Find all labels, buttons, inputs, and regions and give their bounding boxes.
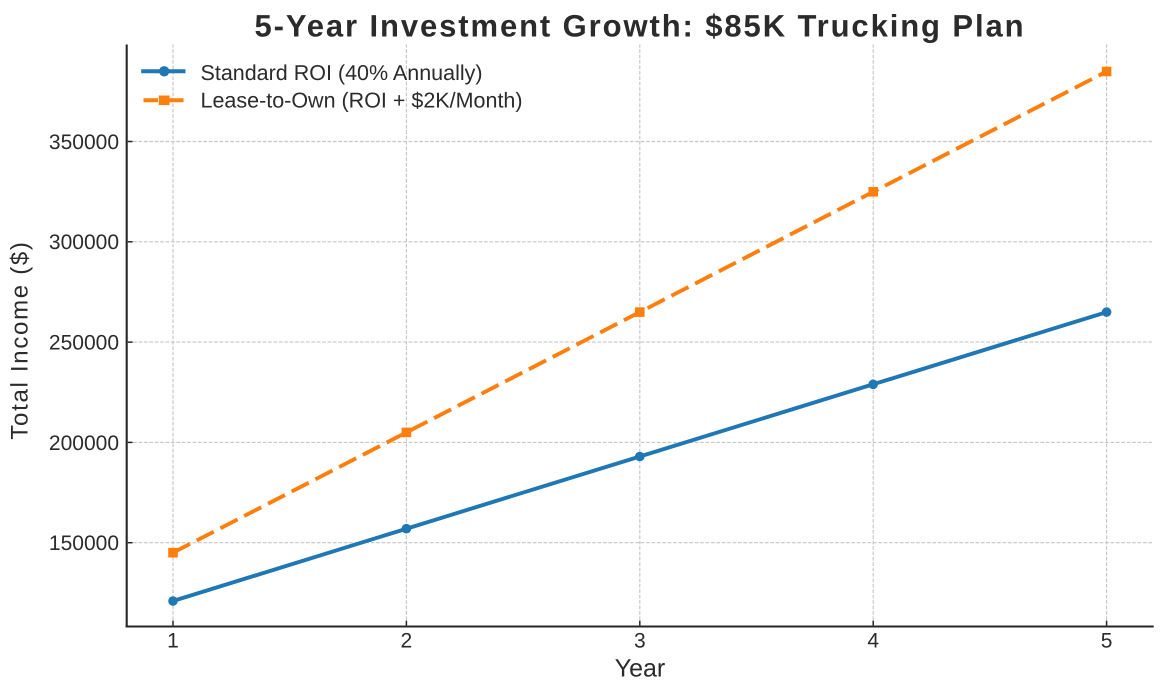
svg-text:350000: 350000 bbox=[49, 131, 119, 154]
svg-text:Total Income ($): Total Income ($) bbox=[7, 240, 34, 439]
svg-text:200000: 200000 bbox=[49, 432, 119, 455]
svg-text:250000: 250000 bbox=[49, 332, 119, 355]
svg-text:1: 1 bbox=[167, 630, 179, 653]
svg-text:Standard ROI (40% Annually): Standard ROI (40% Annually) bbox=[201, 61, 483, 85]
svg-text:3: 3 bbox=[634, 630, 646, 653]
svg-text:5: 5 bbox=[1101, 630, 1113, 653]
svg-text:2: 2 bbox=[401, 630, 413, 653]
svg-text:Lease-to-Own (ROI + $2K/Month): Lease-to-Own (ROI + $2K/Month) bbox=[201, 88, 523, 112]
svg-text:300000: 300000 bbox=[49, 231, 119, 254]
svg-text:4: 4 bbox=[867, 630, 879, 653]
svg-text:Year: Year bbox=[615, 655, 666, 683]
svg-text:5-Year Investment Growth: $85K: 5-Year Investment Growth: $85K Trucking … bbox=[255, 8, 1026, 43]
svg-text:150000: 150000 bbox=[49, 532, 119, 555]
